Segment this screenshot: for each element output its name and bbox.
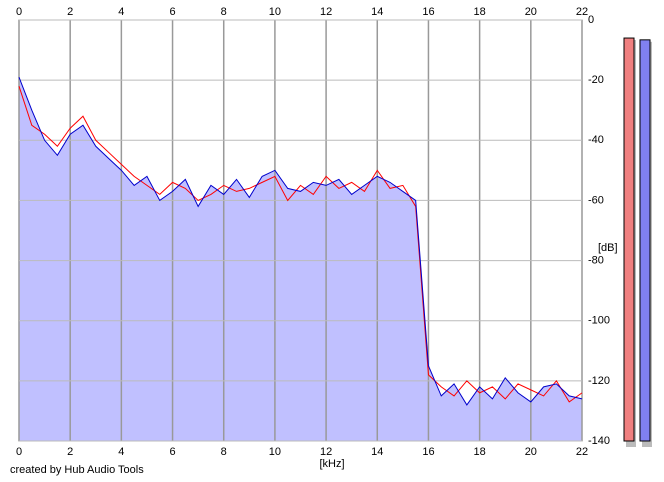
x-tick-label: 16 xyxy=(422,446,434,458)
x-tick-label: 20 xyxy=(525,446,537,458)
x-tick-label: 10 xyxy=(269,446,281,458)
y-tick-label: -100 xyxy=(588,315,610,327)
x-tick-label: 14 xyxy=(371,446,383,458)
x-tick-label: 18 xyxy=(474,6,486,18)
y-tick-label: -60 xyxy=(588,194,604,206)
x-tick-label: 4 xyxy=(118,6,124,18)
x-tick-label: 12 xyxy=(320,446,332,458)
x-tick-label: 14 xyxy=(371,6,383,18)
x-tick-label: 6 xyxy=(169,446,175,458)
x-tick-label: 20 xyxy=(525,6,537,18)
spectrum-area xyxy=(19,77,582,441)
y-tick-label: 0 xyxy=(588,14,594,26)
x-tick-label: 22 xyxy=(576,446,588,458)
level-meter xyxy=(639,39,651,442)
x-axis-label: [kHz] xyxy=(319,458,344,470)
spectrum-line xyxy=(18,86,583,403)
x-tick-label: 12 xyxy=(320,6,332,18)
y-axis-label: [dB] xyxy=(598,242,618,254)
x-tick-label: 0 xyxy=(16,6,22,18)
x-tick-label: 10 xyxy=(269,6,281,18)
level-meter xyxy=(623,37,635,442)
x-tick-label: 4 xyxy=(118,446,124,458)
y-tick-label: -40 xyxy=(588,134,604,146)
x-tick-label: 22 xyxy=(576,6,588,18)
y-tick-label: -120 xyxy=(588,375,610,387)
y-tick-label: -20 xyxy=(588,74,604,86)
y-tick-label: -80 xyxy=(588,254,604,266)
x-tick-label: 6 xyxy=(169,6,175,18)
x-tick-label: 2 xyxy=(67,446,73,458)
x-tick-label: 8 xyxy=(221,446,227,458)
x-tick-label: 16 xyxy=(422,6,434,18)
y-tick-label: -140 xyxy=(588,435,610,447)
x-tick-label: 8 xyxy=(221,6,227,18)
x-tick-label: 2 xyxy=(67,6,73,18)
footer: created by Hub Audio Tools xyxy=(10,464,144,476)
spectrum-line xyxy=(18,76,583,406)
x-tick-label: 18 xyxy=(474,446,486,458)
x-tick-label: 0 xyxy=(16,446,22,458)
